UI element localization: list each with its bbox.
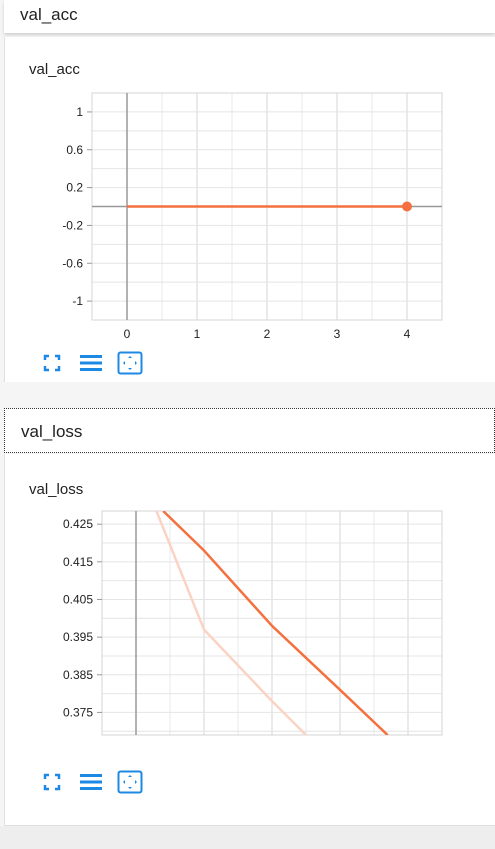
fullscreen-icon[interactable] [39, 769, 65, 795]
chart-val-acc[interactable]: 1 0.6 0.2 -0.2 -0.6 -1 0 1 2 3 4 [5, 37, 495, 347]
page-footer-area [0, 826, 495, 849]
section-header-val-loss[interactable]: val_loss [4, 408, 495, 453]
chart-val-loss[interactable]: 0.425 0.415 0.405 0.395 0.385 0.375 [5, 454, 495, 754]
fit-domain-icon[interactable] [117, 769, 143, 795]
chart-toolbar [39, 350, 143, 376]
plot-frame [101, 510, 443, 736]
series-line [155, 511, 307, 735]
list-icon[interactable] [78, 350, 104, 376]
y-tick-label: 0.395 [63, 630, 93, 644]
y-tick-label: -0.6 [62, 256, 83, 270]
y-tick-label: 1 [76, 105, 83, 119]
section-title: val_acc [20, 5, 78, 24]
y-tick-label: 0.385 [63, 668, 93, 682]
fit-domain-icon[interactable] [117, 350, 143, 376]
y-tick-label: 0.375 [63, 705, 93, 719]
fullscreen-icon[interactable] [39, 350, 65, 376]
x-tick-label: 1 [194, 327, 201, 341]
series-line [162, 511, 389, 735]
y-tick-label: -0.2 [62, 218, 83, 232]
y-tick-label: 0.405 [63, 592, 93, 606]
chart-toolbar [39, 769, 143, 795]
chart-title: val_acc [29, 61, 80, 78]
chart-card-val-loss: val_loss 0.425 0.415 0.405 0.395 0.385 0.375 [4, 454, 495, 826]
y-tick-label: -1 [72, 294, 83, 308]
x-tick-label: 3 [334, 327, 341, 341]
y-tick-label: 0.6 [66, 143, 83, 157]
section-header-val-acc[interactable]: val_acc [4, 0, 495, 33]
chart-card-val-acc: val_acc 1 0.6 0.2 -0.2 -0.6 -1 0 1 2 3 4 [4, 37, 495, 382]
x-tick-label: 2 [264, 327, 271, 341]
list-icon[interactable] [78, 769, 104, 795]
x-tick-label: 4 [404, 327, 411, 341]
section-title: val_loss [21, 422, 83, 441]
series-group [155, 511, 389, 735]
x-tick-label: 0 [124, 327, 131, 341]
chart-title: val_loss [29, 481, 84, 498]
series-point [402, 201, 412, 212]
y-tick-label: 0.2 [66, 181, 83, 195]
y-tick-label: 0.425 [63, 517, 93, 531]
y-tick-label: 0.415 [63, 555, 93, 569]
